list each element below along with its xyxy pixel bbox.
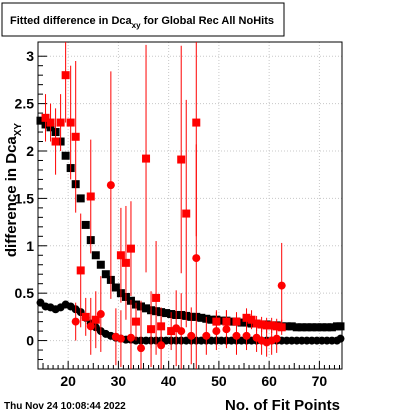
data-point — [157, 341, 166, 350]
data-point — [267, 321, 276, 330]
data-point — [106, 181, 115, 190]
x-tick-label: 40 — [161, 373, 177, 389]
data-point — [152, 293, 161, 302]
data-point — [192, 118, 201, 127]
data-point — [76, 266, 85, 275]
data-point — [81, 220, 90, 229]
data-point — [41, 113, 50, 122]
x-tick-label: 30 — [111, 373, 127, 389]
chart-title-box: Fitted difference in Dcaxy for Global Re… — [1, 2, 285, 37]
data-point — [307, 323, 316, 332]
tick-labels: 20 30 40 50 60 70 0 0.5 1 1.5 2 2.5 3 — [15, 48, 328, 389]
data-point — [232, 331, 241, 340]
x-tick-label: 50 — [211, 373, 227, 389]
series-0 — [36, 116, 345, 332]
data-point — [192, 254, 201, 263]
y-tick-label: 3 — [26, 48, 34, 64]
data-point — [242, 331, 251, 340]
data-point — [116, 251, 125, 260]
x-tick-label: 20 — [60, 373, 76, 389]
data-point — [51, 137, 60, 146]
data-point — [61, 151, 70, 160]
data-point — [322, 323, 331, 332]
data-point — [182, 209, 191, 218]
x-tick-label: 70 — [312, 373, 328, 389]
data-point — [272, 334, 281, 343]
data-point — [142, 154, 151, 163]
data-point — [86, 322, 95, 331]
data-point — [36, 116, 45, 125]
data-point — [336, 334, 345, 343]
timestamp: Thu Nov 24 10:08:44 2022 — [4, 401, 126, 412]
y-tick-label: 2.5 — [15, 96, 35, 112]
chart-title: Fitted difference in Dcaxy for Global Re… — [10, 15, 274, 30]
data-point — [86, 192, 95, 201]
data-point — [126, 333, 135, 342]
y-tick-label: 1.5 — [15, 190, 35, 206]
data-point — [126, 244, 135, 253]
data-point — [317, 323, 326, 332]
y-tick-label: 0.5 — [15, 285, 35, 301]
data-point — [56, 118, 65, 127]
data-point — [96, 310, 105, 319]
data-point — [336, 322, 345, 331]
y-axis-title: difference in DcaXY — [3, 123, 24, 258]
data-point — [187, 331, 196, 340]
data-point — [177, 327, 186, 336]
data-point — [131, 317, 140, 326]
data-point — [302, 323, 311, 332]
data-point — [227, 317, 236, 326]
y-tick-label: 1 — [26, 238, 34, 254]
data-point — [202, 331, 211, 340]
series-layer — [36, 42, 345, 369]
data-point — [61, 71, 70, 80]
series-3 — [71, 71, 286, 369]
y-tick-label: 2 — [26, 143, 34, 159]
data-point — [121, 258, 130, 267]
plot-frame — [37, 41, 343, 370]
y-tick-label: 0 — [26, 333, 34, 349]
data-point — [177, 155, 186, 164]
data-point — [137, 344, 146, 353]
data-point — [282, 322, 291, 331]
data-point — [101, 270, 110, 279]
data-point — [277, 281, 286, 290]
data-point — [167, 327, 176, 336]
data-point — [297, 323, 306, 332]
x-tick-label: 60 — [261, 373, 277, 389]
data-point — [197, 313, 206, 322]
data-point — [111, 283, 120, 292]
series-2 — [41, 42, 286, 355]
data-point — [222, 325, 231, 334]
data-point — [237, 318, 246, 327]
data-point — [262, 321, 271, 330]
data-point — [116, 334, 125, 343]
data-point — [217, 316, 226, 325]
data-point — [327, 323, 336, 332]
data-point — [91, 251, 100, 260]
data-point — [46, 118, 55, 127]
data-point — [212, 327, 221, 336]
data-point — [257, 320, 266, 329]
data-point — [242, 313, 251, 322]
data-point — [142, 304, 151, 313]
data-point — [66, 118, 75, 127]
data-point — [292, 323, 301, 332]
data-point — [247, 315, 256, 324]
data-point — [96, 260, 105, 269]
data-point — [91, 315, 100, 324]
data-point — [162, 309, 171, 318]
data-point — [147, 325, 156, 334]
data-point — [287, 322, 296, 331]
data-point — [81, 312, 90, 321]
data-point — [312, 323, 321, 332]
data-point — [71, 317, 80, 326]
x-axis-title: No. of Fit Points — [225, 397, 340, 414]
data-point — [207, 315, 216, 324]
grid — [38, 42, 342, 369]
data-point — [71, 132, 80, 141]
data-point — [76, 194, 85, 203]
